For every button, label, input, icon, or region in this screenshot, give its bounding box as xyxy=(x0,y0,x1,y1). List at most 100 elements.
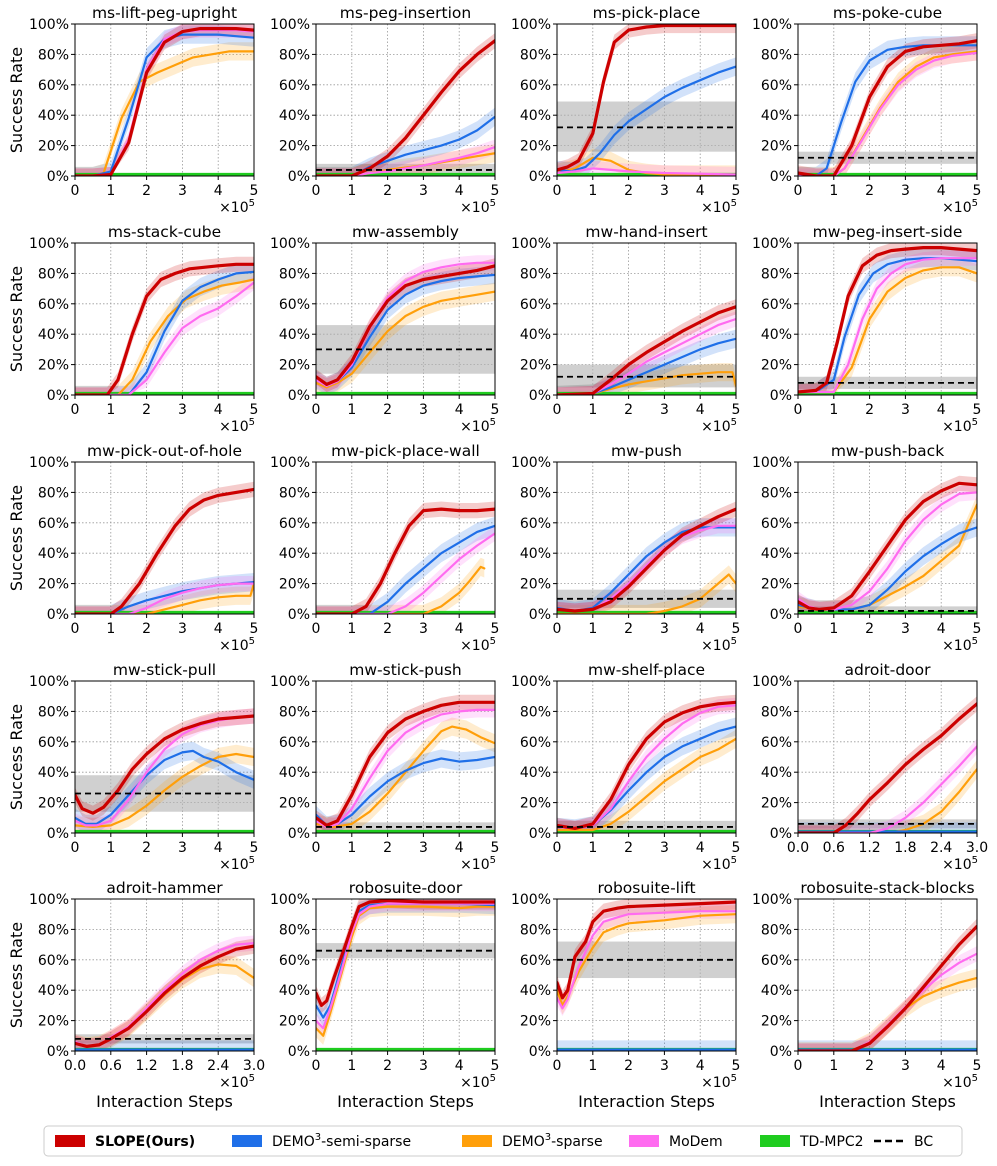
x-tick-label: 3 xyxy=(660,183,669,199)
x-scale-base: ×10 xyxy=(701,1075,731,1091)
subplot-title: adroit-door xyxy=(844,661,931,679)
x-scale-base: ×10 xyxy=(942,200,972,216)
series-line-modem xyxy=(557,910,736,1010)
y-tick-label: 40% xyxy=(38,108,69,124)
plot-area xyxy=(75,24,254,176)
bc-std-band xyxy=(316,943,495,959)
y-tick-label: 80% xyxy=(38,704,69,720)
y-tick-label: 100% xyxy=(270,674,310,690)
x-scale-label: ×105 xyxy=(460,1073,496,1091)
series-line-semi xyxy=(75,270,254,395)
y-tick-label: 20% xyxy=(279,1014,310,1030)
y-tick-label: 60% xyxy=(520,953,551,969)
x-scale-base: ×10 xyxy=(460,857,490,873)
series-line-sparse xyxy=(557,913,736,1007)
x-tick-label: 4 xyxy=(696,621,705,637)
y-tick-label: 60% xyxy=(520,735,551,751)
y-tick-label: 0% xyxy=(288,826,310,842)
y-tick-label: 20% xyxy=(520,358,551,374)
plot-area xyxy=(798,475,977,614)
bc-std-band xyxy=(557,820,736,832)
series-line-slope xyxy=(316,700,495,827)
y-tick-label: 0% xyxy=(770,388,792,404)
x-scale-exp: 5 xyxy=(972,636,978,647)
plot-area xyxy=(798,33,977,176)
x-tick-label: 4 xyxy=(937,621,946,637)
x-scale-label: ×105 xyxy=(219,1073,255,1091)
plot-frame xyxy=(74,680,255,834)
x-scale-exp: 5 xyxy=(972,198,978,209)
series-line-sparse xyxy=(316,565,486,614)
legend-label-text: SLOPE(Ours) xyxy=(95,1134,195,1150)
y-tick-label: 80% xyxy=(38,47,69,63)
x-scale-exp: 5 xyxy=(249,636,255,647)
x-scale-exp: 5 xyxy=(249,198,255,209)
series-line-sparse xyxy=(316,905,495,1037)
x-tick-label: 4 xyxy=(214,840,223,856)
series-line-slope xyxy=(798,924,977,1051)
x-tick-label: 5 xyxy=(491,402,500,418)
y-tick-label: 40% xyxy=(520,983,551,999)
x-tick-label: 0 xyxy=(553,840,562,856)
x-tick-label: 3 xyxy=(178,183,187,199)
y-tick-label: 20% xyxy=(279,577,310,593)
y-tick-label: 0% xyxy=(47,1044,69,1060)
x-tick-label: 5 xyxy=(973,183,982,199)
series-line-slope xyxy=(75,714,254,815)
legend-swatch xyxy=(232,1135,262,1147)
x-tick-label: 2 xyxy=(624,402,633,418)
x-tick-label: 1.2 xyxy=(858,840,880,856)
y-tick-label: 60% xyxy=(520,516,551,532)
series-line-sparse xyxy=(75,752,254,828)
x-scale-base: ×10 xyxy=(942,419,972,435)
series-band-modem xyxy=(798,45,977,176)
x-tick-label: 2 xyxy=(383,621,392,637)
plot-area xyxy=(316,501,495,614)
y-tick-label: 20% xyxy=(520,139,551,155)
x-tick-label: 1 xyxy=(347,402,356,418)
subplot-ms-lift-peg-upright: 0% 20% 40% 60% 80% 100% 0 1 2 3 4 5 ms-lift-peg-upri… xyxy=(7,4,258,216)
plot-frame xyxy=(797,23,978,177)
y-tick-label: 20% xyxy=(279,358,310,374)
subplot-title: mw-peg-insert-side xyxy=(813,223,963,241)
subplot-title: mw-hand-insert xyxy=(585,223,707,241)
x-tick-label: 2 xyxy=(383,183,392,199)
x-scale-label: ×105 xyxy=(219,417,255,435)
y-tick-label: 100% xyxy=(752,455,792,471)
x-tick-label: 3 xyxy=(178,840,187,856)
x-scale-label: ×105 xyxy=(942,1073,978,1091)
series-line-slope xyxy=(557,700,736,830)
subplot-mw-hand-insert: 0% 20% 40% 60% 80% 100% 0 1 2 3 4 5 mw-hand-insert ×1… xyxy=(511,223,740,435)
series-band-sparse xyxy=(316,282,495,395)
y-tick-label: 0% xyxy=(47,169,69,185)
series-band-sparse xyxy=(798,760,977,833)
series-line-modem xyxy=(798,51,977,176)
legend: SLOPE(Ours) DEMO3-semi-sparse DEMO3-sparse… xyxy=(43,1125,963,1157)
x-scale-exp: 5 xyxy=(249,1073,255,1084)
y-tick-label: 0% xyxy=(529,607,551,623)
x-tick-label: 1 xyxy=(588,402,597,418)
plot-frame xyxy=(797,680,978,834)
x-tick-label: 0.6 xyxy=(823,840,845,856)
series-line-slope xyxy=(798,702,977,833)
subplot-mw-peg-insert-side: 0% 20% 40% 60% 80% 100% 0 1 2 3 4 5 mw-peg-insert-si… xyxy=(752,223,981,435)
subplot-adroit-hammer: 0% 20% 40% 60% 80% 100% 0.0 0.6 1.2 1.8 2.4 3.0 adro… xyxy=(7,879,265,1111)
series-band-sparse xyxy=(316,557,485,614)
y-tick-label: 100% xyxy=(752,674,792,690)
y-tick-label: 80% xyxy=(761,266,792,282)
x-scale-exp: 5 xyxy=(490,855,496,866)
x-tick-label: 5 xyxy=(250,183,259,199)
series-band-modem xyxy=(316,139,495,176)
x-scale-exp: 5 xyxy=(490,1073,496,1084)
x-scale-label: ×105 xyxy=(701,417,737,435)
subplot-mw-push: 0% 20% 40% 60% 80% 100% 0 1 2 3 4 5 mw-push ×105 xyxy=(511,442,740,654)
bc-std-band xyxy=(316,822,495,830)
series-line-slope xyxy=(557,900,736,1000)
x-scale-label: ×105 xyxy=(942,198,978,216)
x-tick-label: 4 xyxy=(455,402,464,418)
y-tick-label: 60% xyxy=(761,78,792,94)
series-line-slope xyxy=(316,39,495,176)
plot-area xyxy=(557,299,736,395)
y-tick-label: 20% xyxy=(761,796,792,812)
